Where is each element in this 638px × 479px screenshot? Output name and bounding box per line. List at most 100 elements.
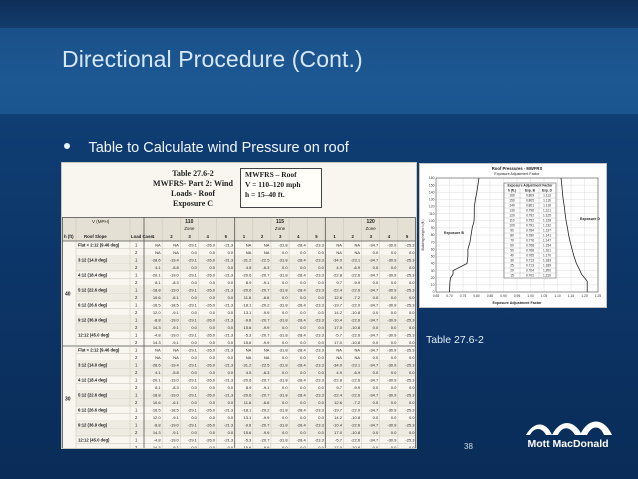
table-value-cell: -26.0 <box>206 378 216 383</box>
table-value-cell: -22.6 <box>351 318 361 323</box>
table-value-cell: 4.5 <box>246 370 252 375</box>
table-slope-cell: 6:12 (26.6 deg) <box>78 303 108 308</box>
table-value-cell: -29.1 <box>188 438 198 443</box>
table-value-cell: 0.0 <box>391 340 397 345</box>
table-value-cell: -20.2 <box>260 303 270 308</box>
inset-cell: 15 <box>510 274 514 278</box>
table-value-cell: -26.0 <box>206 393 216 398</box>
table-value-cell: 0.0 <box>318 385 324 390</box>
table-value-cell: 0.0 <box>391 370 397 375</box>
table-value-cell: -23.3 <box>315 243 325 248</box>
inset-cell: 20 <box>510 269 514 273</box>
inset-cell: 25 <box>510 264 514 268</box>
table-value-cell: -28.4 <box>297 378 307 383</box>
table-value-cell: 0.0 <box>373 250 379 255</box>
inset-cell: 0.765 <box>526 254 534 258</box>
inset-cell: 140 <box>509 204 515 208</box>
chart-xtick-label: 0.70 <box>446 294 453 298</box>
table-value-cell: 0.0 <box>209 370 215 375</box>
table-value-cell: -28.4 <box>297 423 307 428</box>
table-value-cell: -26.0 <box>206 303 216 308</box>
table-value-cell: 0.0 <box>228 280 234 285</box>
table-value-cell: 0.0 <box>191 295 197 300</box>
table-loadcase-cell: 1 <box>135 408 138 413</box>
table-value-cell: -22.8 <box>333 273 343 278</box>
table-value-cell: 15.6 <box>244 340 253 345</box>
table-colhead-cell: h (ft) <box>64 234 74 239</box>
table-value-cell: 14.3 <box>153 430 162 435</box>
table-value-cell: -31.8 <box>278 318 288 323</box>
table-value-cell: -30.9 <box>387 318 397 323</box>
table-row-band <box>76 293 416 301</box>
table-value-cell: -25.3 <box>405 303 415 308</box>
table-value-cell: 0.0 <box>409 415 415 420</box>
table-value-cell: 0.0 <box>409 355 415 360</box>
table-value-cell: -25.3 <box>405 348 415 353</box>
table-value-cell: 12.6 <box>334 400 343 405</box>
table-value-cell: -26.0 <box>206 408 216 413</box>
table-header-cell: 120 <box>366 219 375 225</box>
table-value-cell: 0.0 <box>300 385 306 390</box>
mwfrs-line: MWFRS – Roof <box>245 170 297 179</box>
table-value-cell: 0.0 <box>300 250 306 255</box>
table-value-cell: 0.0 <box>391 265 397 270</box>
table-value-cell: 0.0 <box>373 340 379 345</box>
table-value-cell: NA <box>155 355 161 360</box>
table-value-cell: -19.0 <box>170 333 180 338</box>
table-value-cell: 0.0 <box>300 415 306 420</box>
inset-cell: 150 <box>509 199 515 203</box>
table-value-cell: 0.0 <box>228 265 234 270</box>
table-value-cell: 0.0 <box>282 370 288 375</box>
table-value-cell: -28.4 <box>297 438 307 443</box>
table-value-cell: 0.0 <box>373 325 379 330</box>
table-value-cell: 0.0 <box>318 415 324 420</box>
table-value-cell: -6.1 <box>172 400 180 405</box>
table-value-cell: -26.0 <box>206 243 216 248</box>
table-value-cell: 8.1 <box>155 280 161 285</box>
table-value-cell: -22.6 <box>351 378 361 383</box>
table-value-cell: -20.6 <box>242 393 252 398</box>
table-value-cell: 12.0 <box>153 310 162 315</box>
inset-cell: 0.776 <box>526 239 534 243</box>
table-value-cell: -20.7 <box>260 273 270 278</box>
table-value-cell: -21.3 <box>224 378 234 383</box>
table-value-cell: -31.2 <box>242 258 252 263</box>
table-row-band <box>76 263 416 271</box>
table-value-cell: 0.0 <box>209 280 215 285</box>
table-value-cell: 0.0 <box>191 385 197 390</box>
inset-cell: 30 <box>510 259 514 263</box>
table-value-cell: NA <box>355 355 361 360</box>
chart-ytick-label: 30 <box>431 269 435 273</box>
table-colhead-cell: Load Case <box>131 234 153 239</box>
table-value-cell: -23.3 <box>315 348 325 353</box>
table-value-cell: 0.0 <box>191 415 197 420</box>
table-slope-cell: 12:12 (45.0 deg) <box>78 333 110 338</box>
table-value-cell: -9.9 <box>353 385 361 390</box>
table-value-cell: -31.8 <box>278 273 288 278</box>
inset-cell: 1.132 <box>543 224 551 228</box>
table-value-cell: -23.3 <box>315 258 325 263</box>
table-value-cell: 11.6 <box>244 400 252 405</box>
inset-col-head: h (ft.) <box>508 189 516 193</box>
table-value-cell: -28.4 <box>297 303 307 308</box>
table-value-cell: NA <box>355 243 361 248</box>
table-value-cell: -20.2 <box>260 408 270 413</box>
table-slope-cell: 3:12 (14.0 deg) <box>78 258 108 263</box>
table-loadcase-cell: 2 <box>135 355 138 360</box>
table-value-cell: -8.3 <box>172 385 180 390</box>
table-value-cell: -9.9 <box>263 415 271 420</box>
table-slope-cell: 6:12 (26.6 deg) <box>78 408 108 413</box>
table-value-cell: -34.7 <box>369 393 379 398</box>
table-value-cell: -30.9 <box>387 363 397 368</box>
table-value-cell: -29.1 <box>188 273 198 278</box>
table-colhead-cell: 3 <box>279 234 282 239</box>
table-value-cell: 0.0 <box>209 310 215 315</box>
table-value-cell: -28.4 <box>297 288 307 293</box>
table-value-cell: 0.0 <box>209 400 215 405</box>
table-value-cell: -31.8 <box>278 423 288 428</box>
table-value-cell: -30.9 <box>387 333 397 338</box>
chart-ytick-label: 70 <box>431 240 435 244</box>
table-value-cell: -30.9 <box>387 243 397 248</box>
table-value-cell: NA <box>336 348 342 353</box>
table-value-cell: 0.0 <box>228 445 234 448</box>
